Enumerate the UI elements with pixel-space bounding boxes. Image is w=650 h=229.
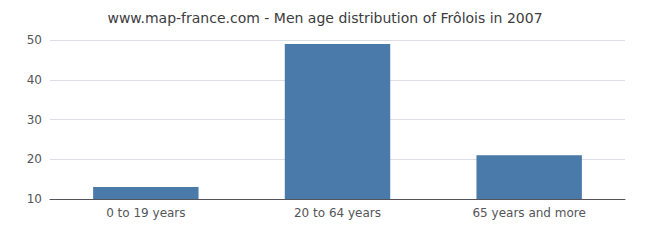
svg-text:40: 40 <box>27 73 42 87</box>
svg-text:50: 50 <box>27 33 42 47</box>
svg-text:0 to 19 years: 0 to 19 years <box>106 206 185 220</box>
svg-text:20: 20 <box>27 152 42 166</box>
svg-text:www.map-france.com - Men age d: www.map-france.com - Men age distributio… <box>107 10 542 26</box>
svg-text:20 to 64 years: 20 to 64 years <box>294 206 381 220</box>
svg-text:65 years and more: 65 years and more <box>472 206 585 220</box>
svg-text:30: 30 <box>27 113 42 127</box>
svg-text:10: 10 <box>27 192 42 206</box>
